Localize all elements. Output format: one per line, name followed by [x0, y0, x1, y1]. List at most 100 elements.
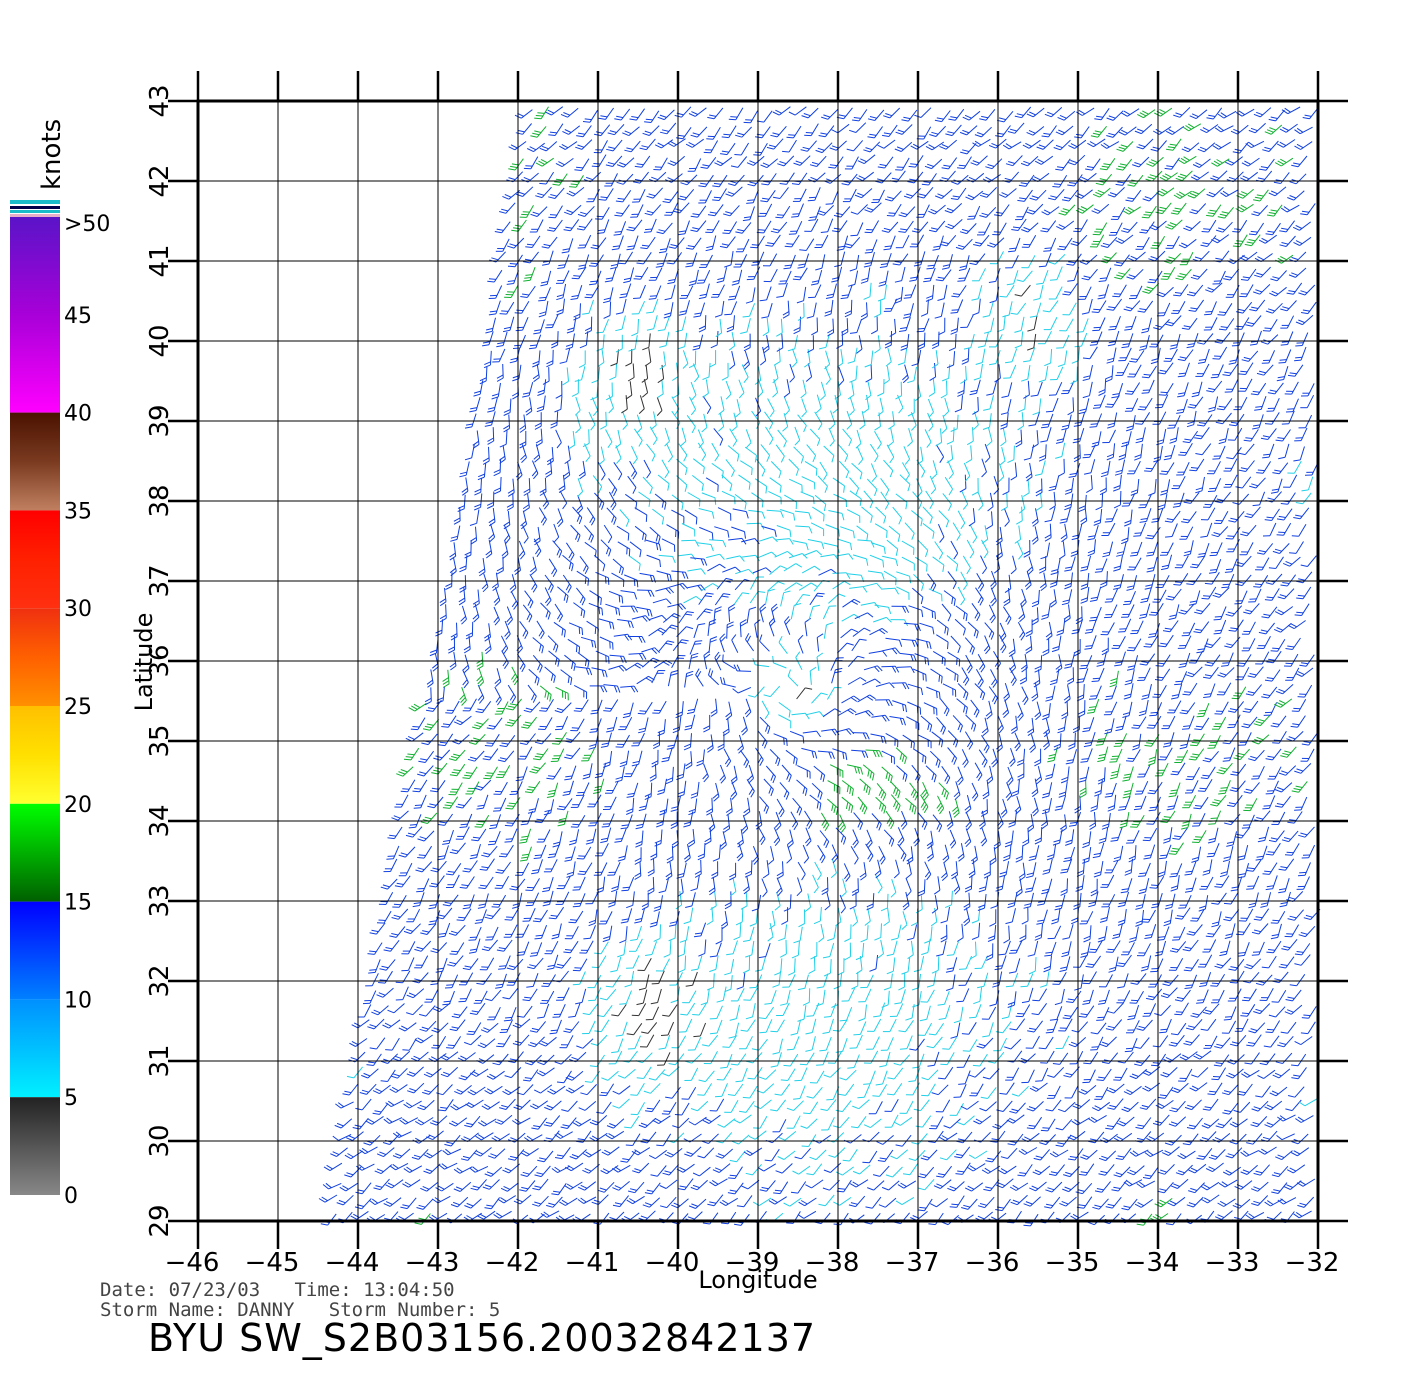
wind-barb — [940, 924, 948, 943]
wind-barb — [784, 616, 791, 635]
wind-barb — [372, 1084, 391, 1095]
wind-barb — [619, 509, 630, 527]
wind-barb — [661, 624, 679, 636]
wind-barb — [554, 1131, 573, 1139]
wind-barb — [417, 1099, 435, 1111]
wind-barb — [1051, 635, 1062, 653]
wind-barb — [1139, 221, 1155, 234]
wind-barb — [539, 698, 554, 712]
wind-barb — [786, 844, 793, 864]
wind-barb — [1082, 831, 1092, 849]
wind-barb — [1115, 1148, 1132, 1160]
wind-barb — [1080, 586, 1090, 604]
wind-barb — [1029, 1082, 1048, 1092]
wind-barb — [745, 429, 752, 449]
wind-barb — [666, 252, 683, 265]
wind-barb — [426, 669, 434, 688]
wind-barb — [1164, 1134, 1182, 1146]
wind-barb — [1121, 1101, 1139, 1113]
wind-barb — [627, 1035, 641, 1050]
wind-barb — [450, 1196, 469, 1208]
wind-barb — [911, 221, 929, 233]
wind-barb — [1086, 475, 1093, 494]
wind-barb — [485, 317, 496, 334]
wind-barb — [345, 1131, 364, 1141]
wind-barb — [626, 235, 639, 251]
wind-barb — [852, 627, 871, 637]
wind-barb — [1276, 684, 1294, 695]
wind-barb — [774, 891, 781, 911]
wind-barb — [703, 1051, 718, 1065]
wind-barb — [791, 203, 804, 218]
wind-barb — [891, 924, 902, 941]
wind-barb — [1068, 1037, 1087, 1048]
wind-barb — [672, 716, 682, 734]
wind-barb — [759, 1069, 777, 1080]
wind-barb — [539, 685, 552, 702]
wind-barb — [497, 750, 515, 763]
wind-barb — [1240, 268, 1257, 281]
wind-barb — [841, 780, 854, 796]
wind-barb — [1211, 989, 1225, 1004]
wind-barb — [410, 717, 426, 731]
wind-barb — [683, 907, 694, 925]
wind-barb — [580, 1084, 597, 1096]
wind-barb — [529, 556, 537, 576]
wind-barb — [922, 506, 933, 524]
wind-barb — [614, 766, 625, 783]
wind-barb — [917, 879, 926, 897]
wind-barb — [1031, 430, 1039, 449]
wind-barb — [829, 410, 836, 430]
wind-barb — [477, 1038, 496, 1049]
wind-barb — [1256, 543, 1274, 555]
wind-barb — [1258, 1146, 1277, 1155]
wind-barb — [1008, 638, 1016, 658]
wind-barb — [380, 1053, 399, 1064]
wind-barb — [934, 302, 945, 319]
wind-barb — [960, 1100, 979, 1110]
wind-barb — [1290, 715, 1306, 728]
wind-barb — [634, 847, 642, 865]
wind-barb — [823, 1162, 842, 1173]
wind-barb — [1197, 414, 1213, 427]
wind-barb — [1057, 110, 1076, 121]
wind-barb — [970, 155, 988, 166]
wind-barb — [1048, 286, 1063, 300]
wind-barb — [709, 1005, 723, 1020]
wind-barb — [686, 698, 699, 715]
wind-barb — [799, 1052, 815, 1066]
wind-barb — [836, 642, 854, 654]
wind-barb — [658, 877, 670, 894]
wind-barb — [816, 973, 829, 989]
wind-barb — [1283, 653, 1299, 667]
wind-barb — [775, 1163, 793, 1174]
wind-barb — [685, 237, 702, 250]
wind-barb — [994, 364, 1001, 383]
latitude-tick-label: 33 — [145, 884, 175, 917]
wind-barb — [559, 1197, 578, 1206]
wind-barb — [1132, 733, 1142, 751]
wind-barb — [1153, 445, 1163, 463]
wind-barb — [376, 987, 394, 998]
wind-barb — [1080, 506, 1088, 526]
wind-barb — [1136, 943, 1151, 957]
wind-barb — [762, 335, 770, 354]
wind-barb — [584, 525, 594, 543]
wind-barb — [944, 890, 953, 909]
wind-barb — [1151, 1053, 1167, 1067]
wind-barb — [1178, 652, 1191, 668]
wind-barb — [1218, 780, 1231, 795]
wind-barb — [603, 684, 621, 693]
wind-barb — [692, 458, 705, 475]
wind-barb — [598, 446, 605, 466]
wind-barb — [459, 575, 467, 593]
wind-barb — [710, 891, 717, 911]
wind-barb — [975, 348, 986, 365]
wind-barb — [520, 846, 532, 862]
colorbar-tick-label: 45 — [64, 304, 92, 329]
wind-barb — [1222, 1166, 1242, 1176]
wind-barb — [464, 444, 475, 461]
wind-barb — [746, 189, 759, 204]
wind-barb — [655, 587, 674, 594]
wind-barb — [636, 589, 655, 597]
